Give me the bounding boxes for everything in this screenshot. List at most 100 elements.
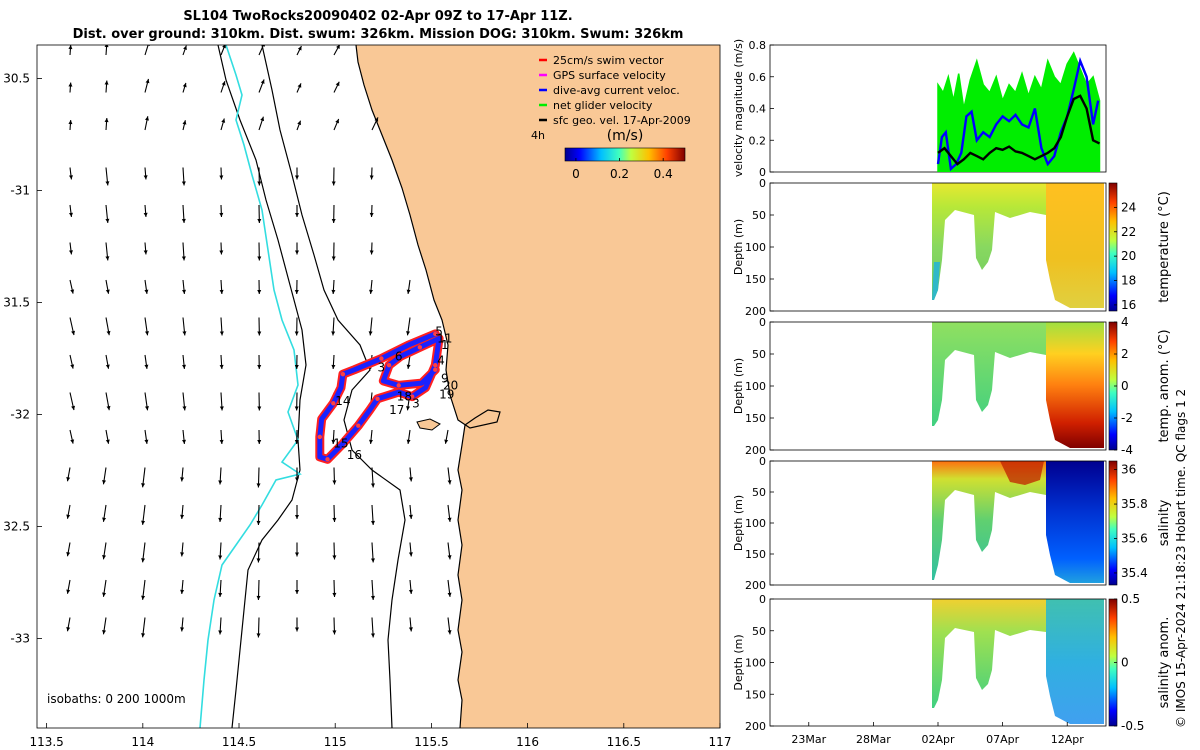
current-vector-head xyxy=(370,595,375,600)
current-vector-head xyxy=(182,289,186,294)
current-vector-head xyxy=(295,212,300,217)
current-vector-head xyxy=(181,218,186,223)
map-colorbar-tick-label: 0.2 xyxy=(610,167,629,181)
current-vector-head xyxy=(141,633,146,638)
current-vector-head xyxy=(294,364,299,369)
current-vector-head xyxy=(374,117,379,122)
depth-tick-label: 50 xyxy=(752,209,766,222)
current-vector-head xyxy=(256,595,261,600)
depth-tick-label: 200 xyxy=(745,720,766,733)
velocity-y-tick-label: 0.2 xyxy=(749,134,767,147)
current-vector-head xyxy=(66,514,71,519)
salinity-anomaly-panel xyxy=(769,598,1107,727)
colorbar-tick-label: 36 xyxy=(1121,463,1136,477)
track-point xyxy=(433,367,438,372)
current-vector-head xyxy=(218,517,223,522)
salinity-anomaly-section-west xyxy=(932,599,1046,708)
legend-entry: dive-avg current veloc. xyxy=(553,84,680,97)
velocity-y-tick-label: 0.8 xyxy=(749,39,767,52)
depth-tick-label: 0 xyxy=(759,316,766,329)
current-vector-head xyxy=(219,406,224,411)
current-vector-head xyxy=(218,592,223,597)
time-tick-label: 02Apr xyxy=(921,733,955,746)
temperature-panel xyxy=(769,182,1107,312)
isobath-cyan xyxy=(199,45,302,728)
current-vector-head xyxy=(102,630,107,635)
current-vector-head xyxy=(180,514,185,519)
current-vector-head xyxy=(369,439,373,444)
current-vector-head xyxy=(331,256,336,261)
colorbar-tick-label: 18 xyxy=(1121,274,1136,288)
current-vector-head xyxy=(182,439,186,444)
track-point xyxy=(340,371,346,377)
time-axis: 23Mar 28Mar 02Apr 07Apr 12Apr xyxy=(791,722,1084,746)
current-vector-head xyxy=(219,175,224,180)
time-tick-label: 12Apr xyxy=(1051,733,1085,746)
current-vector-head xyxy=(182,364,186,369)
temp-anomaly-section-east xyxy=(1046,322,1104,448)
current-vector-head xyxy=(256,483,261,488)
current-vector-head xyxy=(143,250,148,255)
current-vector-head xyxy=(102,555,107,560)
current-vector-head xyxy=(406,439,411,444)
current-vector-head xyxy=(180,589,185,594)
map-colorbar-title: (m/s) xyxy=(607,128,644,144)
colorbar-tick-label: 0 xyxy=(1121,379,1129,393)
title-line-1: SL104 TwoRocks20090402 02-Apr 09Z to 17-… xyxy=(183,9,572,24)
current-vector-head xyxy=(257,364,262,369)
time-tick-label: 23Mar xyxy=(791,733,826,746)
current-vector-head xyxy=(71,330,76,336)
salinity-section-east xyxy=(1046,461,1104,583)
depth-tick-label: 0 xyxy=(759,593,766,606)
colorbar-tick-label: 24 xyxy=(1121,200,1136,214)
current-vector-head xyxy=(295,552,300,557)
current-vector-head xyxy=(447,517,452,522)
current-vector-head xyxy=(182,120,187,125)
current-vector-head xyxy=(408,589,413,594)
colorbar-label: salinity xyxy=(1157,499,1172,546)
current-vector-head xyxy=(331,364,336,369)
depth-tick-label: 150 xyxy=(745,548,766,561)
current-vector-head xyxy=(219,331,224,336)
velocity-ylabel: velocity magnitude (m/s) xyxy=(732,39,745,177)
current-vector-head xyxy=(257,331,262,336)
current-vector-head xyxy=(369,250,374,255)
waypoint-label: 3 xyxy=(412,396,420,410)
section-colorbar xyxy=(1108,460,1118,586)
waypoint-label: 18 xyxy=(397,390,412,404)
current-vector-head xyxy=(444,439,449,444)
current-vector-head xyxy=(70,364,75,369)
salinity-anomaly-section-east xyxy=(1046,599,1104,724)
current-vector-head xyxy=(105,218,110,223)
velocity-y-tick-label: 0.6 xyxy=(749,71,767,84)
temperature-section-east xyxy=(1046,183,1104,308)
colorbar-tick-label: 35.6 xyxy=(1121,532,1148,546)
current-vector-head xyxy=(218,555,223,560)
sfc-geo-velocity-series xyxy=(937,94,1101,166)
waypoint-label: 20 xyxy=(443,378,458,392)
colorbar-tick-label: 35.4 xyxy=(1121,566,1148,580)
depth-tick-label: 50 xyxy=(752,625,766,638)
current-vector-head xyxy=(261,45,265,47)
current-vector-head xyxy=(182,406,187,411)
colorbar-tick-label: -2 xyxy=(1121,411,1133,425)
velocity-series xyxy=(936,51,1101,172)
current-vector-head xyxy=(70,289,75,294)
map-x-tick-label: 116 xyxy=(516,735,539,749)
current-vector-head xyxy=(331,289,336,294)
current-vector-head xyxy=(66,476,71,482)
depth-tick-label: 150 xyxy=(745,688,766,701)
title-line-2: Dist. over ground: 310km. Dist. swum: 32… xyxy=(73,27,684,42)
current-vector-head xyxy=(295,589,300,594)
depth-tick-label: 200 xyxy=(745,444,766,457)
colorbar-tick-label: 16 xyxy=(1121,298,1136,312)
coastline xyxy=(355,45,501,728)
current-vector-head xyxy=(218,630,223,635)
map-x-tick-label: 114 xyxy=(131,735,154,749)
track-point xyxy=(396,383,401,388)
track-point xyxy=(409,394,415,399)
current-vector-head xyxy=(257,406,262,411)
current-vector-head xyxy=(408,552,413,557)
current-vector-head xyxy=(256,520,261,525)
current-vector-head xyxy=(368,331,373,336)
